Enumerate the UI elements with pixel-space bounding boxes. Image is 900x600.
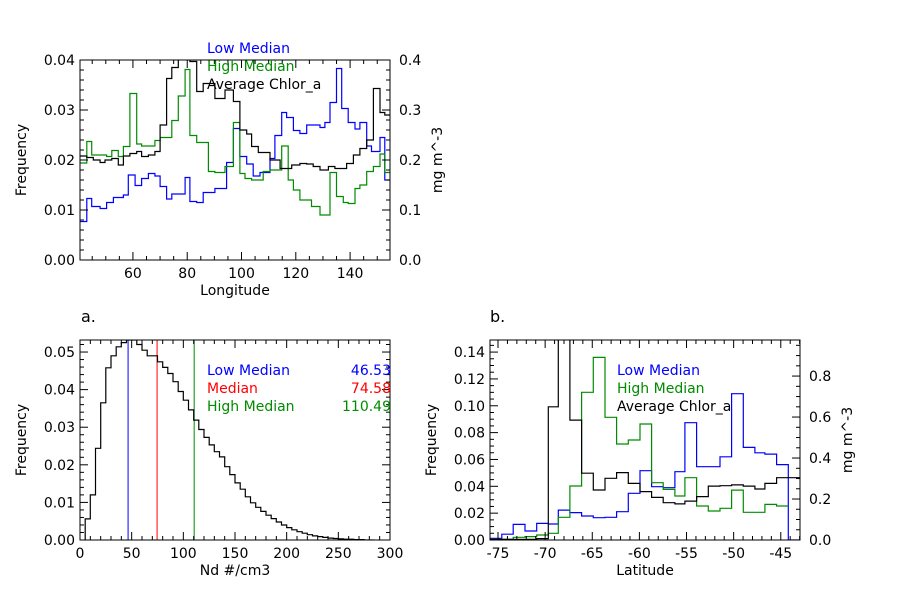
y2-axis-label: mg m^-3	[840, 407, 856, 473]
y2-tick-label: 0.4	[809, 451, 831, 467]
x-axis-label: Longitude	[200, 283, 270, 299]
legend-value: 46.53	[351, 363, 391, 379]
series-group	[84, 340, 375, 540]
x-tick-label: -75	[487, 546, 510, 562]
series-line-low-median	[80, 67, 390, 223]
y-tick-label: 0.06	[454, 452, 485, 468]
x-tick-label: -45	[769, 546, 792, 562]
y-tick-label: 0.14	[454, 345, 485, 361]
x-tick-label: -60	[628, 546, 651, 562]
panel-a: 0 50 100 150 200 250 300 0.00 0.01 0.02 0.03 0.04 0.…	[14, 307, 403, 579]
y-tick-label: 0.08	[454, 426, 485, 442]
y-tick-label: 0.04	[44, 53, 75, 69]
legend-value: 110.49	[342, 399, 391, 415]
legend-entry: High Median	[207, 399, 295, 415]
x-tick-label: 100	[228, 266, 255, 282]
legend-value: 74.58	[351, 381, 391, 397]
series-group	[490, 340, 800, 540]
y2-tick-label: 0.8	[809, 369, 831, 385]
y2-tick-label: 0.1	[399, 203, 421, 219]
panel-label: a.	[81, 307, 96, 326]
x-tick-label: -65	[581, 546, 604, 562]
y2-tick-label: 0.0	[809, 533, 831, 549]
legend-entry: Low Median	[617, 363, 700, 379]
y2-tick-label: 0.6	[809, 410, 831, 426]
y-tick-label: 0.02	[454, 506, 485, 522]
x-tick-label: 0	[76, 546, 85, 562]
x-tick-label: 50	[123, 546, 141, 562]
y-tick-label: 0.04	[454, 479, 485, 495]
ticks	[79, 340, 391, 541]
series-group	[80, 60, 390, 223]
y-tick-label: 0.00	[44, 253, 75, 269]
legend-entry: High Median	[617, 381, 705, 397]
y2-tick-label: 0.2	[809, 492, 831, 508]
x-tick-label: 250	[325, 546, 352, 562]
panel-b: -75 -70 -65 -60 -55 -50 -45 0.00 0.02 0.04 0.06 0.0…	[424, 307, 856, 579]
x-tick-label: 80	[178, 266, 196, 282]
legend-entry: Low Median	[207, 41, 290, 57]
x-tick-label: 150	[222, 546, 249, 562]
y2-tick-label: 0.3	[399, 103, 421, 119]
y-tick-label: 0.10	[454, 399, 485, 415]
x-tick-label: 140	[337, 266, 364, 282]
legend-entry: Average Chlor_a	[617, 399, 731, 415]
y2-axis-label: mg m^-3	[430, 127, 446, 193]
y-tick-label: 0.03	[44, 103, 75, 119]
x-axis-label: Nd #/cm3	[200, 563, 271, 579]
y-tick-label: 0.01	[44, 203, 75, 219]
y-tick-label: 0.12	[454, 372, 485, 388]
legend-entry: Low Median	[207, 363, 290, 379]
ticks	[490, 340, 801, 541]
y-axis-label: Frequency	[424, 404, 440, 476]
x-tick-label: 120	[282, 266, 309, 282]
y-axis-label: Frequency	[14, 404, 30, 476]
y-tick-label: 0.00	[44, 533, 75, 549]
y-tick-label: 0.02	[44, 153, 75, 169]
x-tick-label: -70	[534, 546, 557, 562]
y-axis-label: Frequency	[14, 124, 30, 196]
y-tick-label: 0.03	[44, 420, 75, 436]
series-line-high-median	[80, 68, 390, 216]
panel-label: b.	[490, 307, 505, 326]
legend-entry: Average Chlor_a	[207, 77, 321, 93]
series-line-low-median	[490, 393, 800, 540]
y-tick-label: 0.00	[454, 533, 485, 549]
x-tick-label: 200	[273, 546, 300, 562]
x-tick-label: 100	[170, 546, 197, 562]
x-axis-label: Latitude	[616, 563, 674, 579]
x-tick-label: 300	[377, 546, 404, 562]
y-tick-label: 0.05	[44, 345, 75, 361]
series-line-average-chlor-a	[80, 60, 390, 171]
x-tick-label: -55	[675, 546, 698, 562]
y2-tick-label: 0.4	[399, 53, 421, 69]
y2-tick-label: 0.0	[399, 253, 421, 269]
series-line-nd-histogram	[84, 340, 375, 540]
y2-tick-label: 0.2	[399, 153, 421, 169]
ticks	[80, 59, 390, 261]
legend-entry: High Median	[207, 59, 295, 75]
y-tick-label: 0.02	[44, 458, 75, 474]
x-tick-label: 60	[124, 266, 142, 282]
legend-entry: Median	[207, 381, 258, 397]
panel-top: 60 80 100 120 140 0.00 0.01 0.02 0.03 0.04 0.0 0.1 0…	[14, 41, 446, 299]
x-tick-label: -50	[722, 546, 745, 562]
plot-frame	[489, 339, 801, 541]
y-tick-label: 0.04	[44, 383, 75, 399]
y-tick-label: 0.01	[44, 495, 75, 511]
series-line-average-chlor-a	[490, 340, 800, 540]
